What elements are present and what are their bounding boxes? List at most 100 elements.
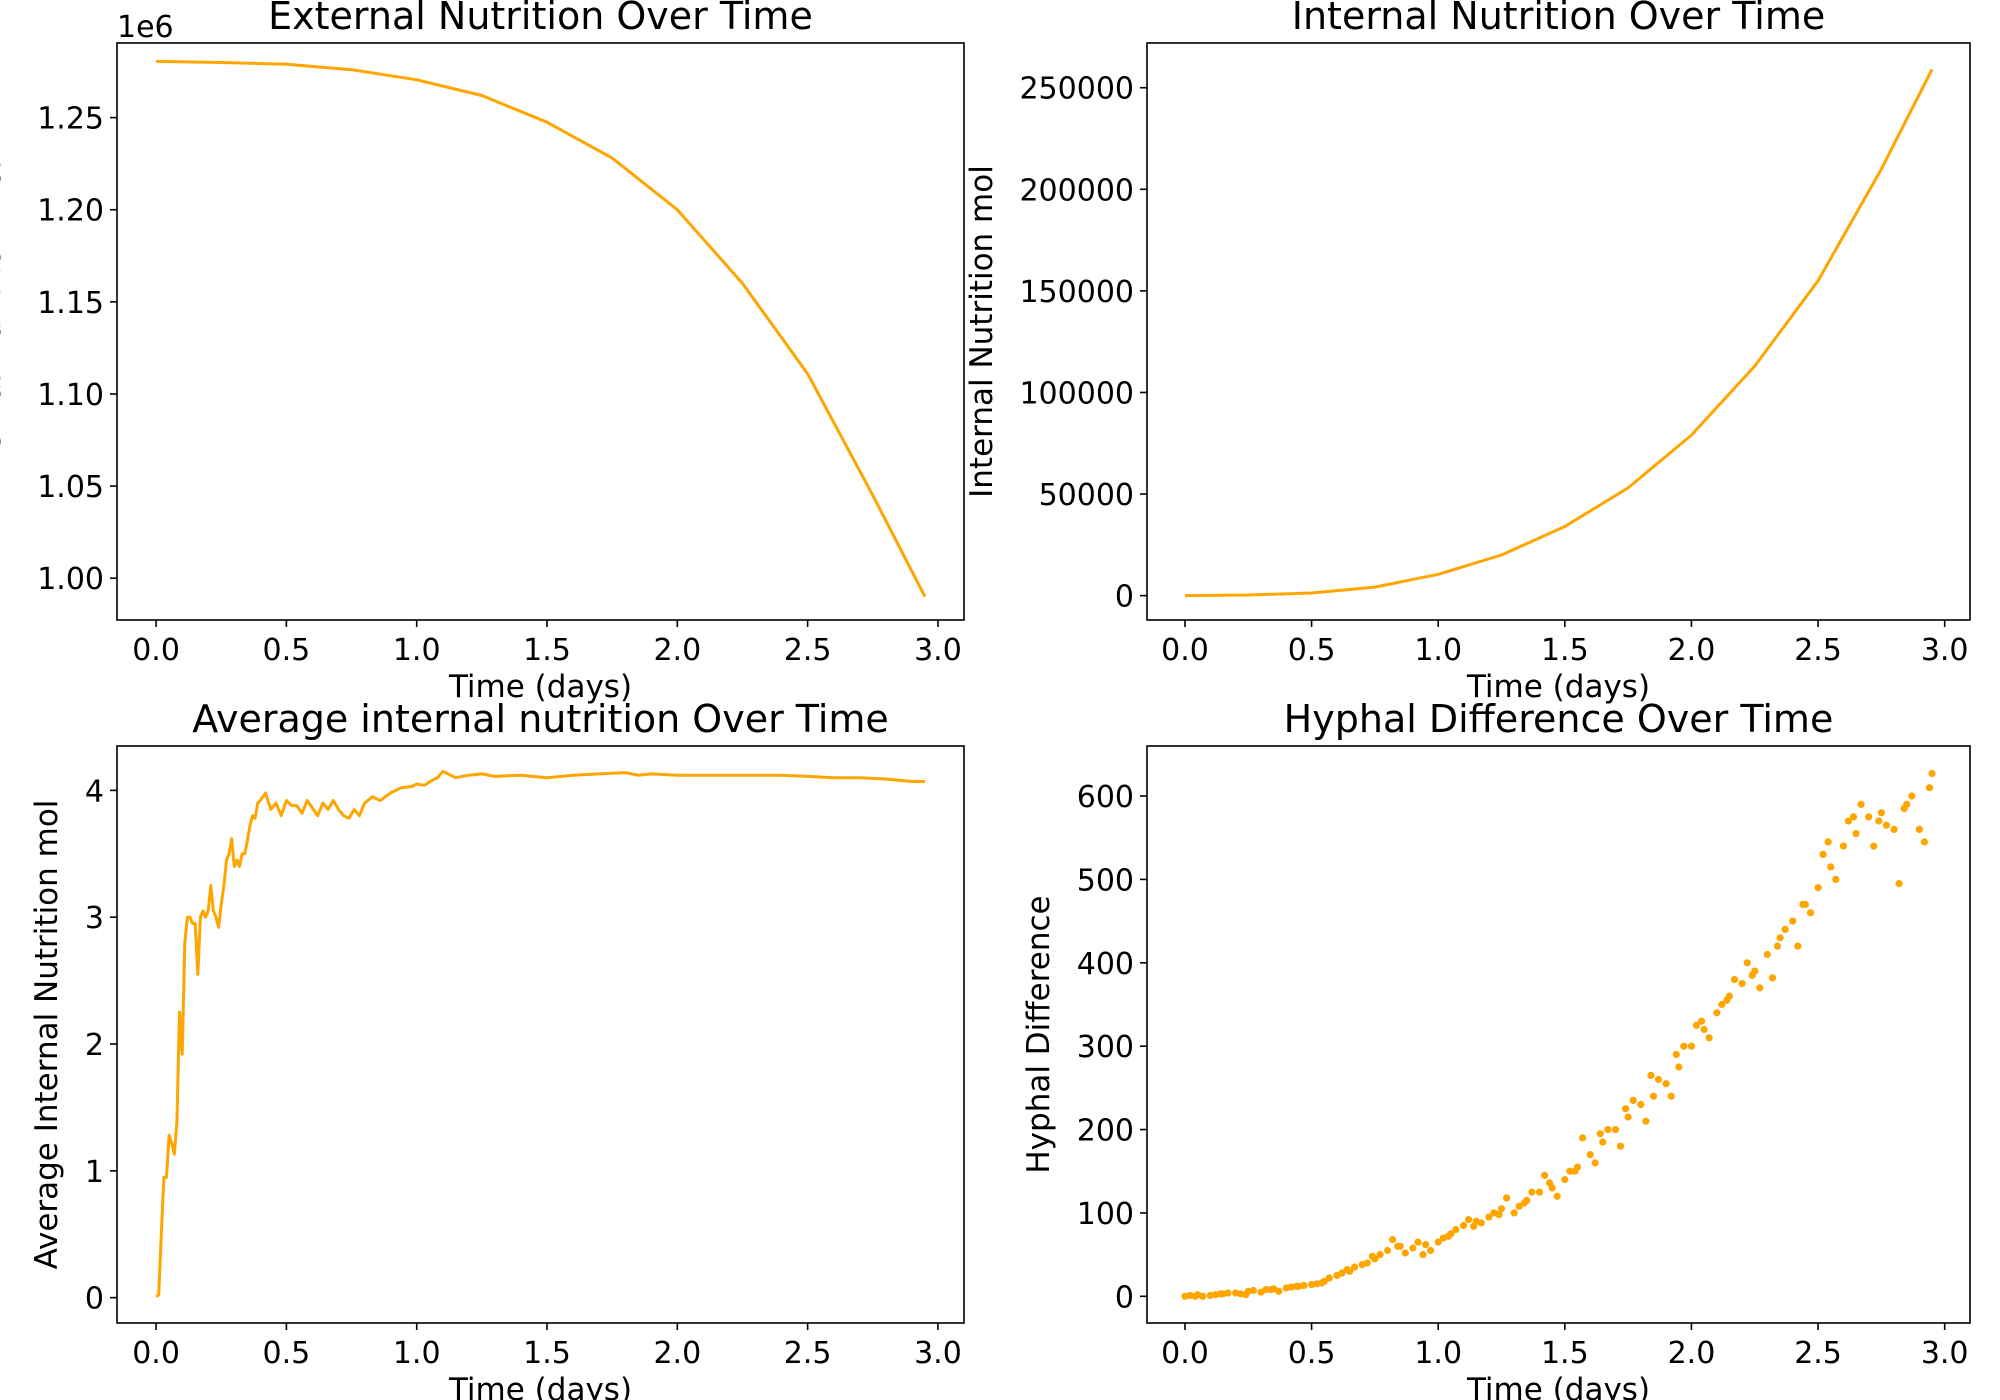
chart-panel-4: Hyphal Difference Over Time 0.0 0.5 1.0 1.5 2…: [1021, 697, 1971, 1400]
y-tick-label: 1: [85, 1155, 104, 1190]
chart-title: Internal Nutrition Over Time: [1292, 0, 1825, 38]
data-point: [1571, 1167, 1579, 1175]
data-point: [1738, 980, 1746, 988]
x-tick-label: 0.5: [1288, 1336, 1336, 1371]
y-axis-label: Average Internal Nutrition mol: [29, 800, 65, 1270]
x-tick-label: 0.0: [1161, 633, 1209, 668]
data-point: [1510, 1209, 1518, 1217]
data-point: [1351, 1263, 1359, 1271]
series-line: [156, 59, 927, 598]
x-tick-label: 1.0: [393, 633, 441, 668]
data-point: [1781, 925, 1789, 934]
data-point: [1389, 1236, 1397, 1244]
x-tick-label: 1.5: [523, 633, 571, 668]
x-tick-label: 2.0: [1668, 1336, 1716, 1371]
data-point: [1604, 1126, 1612, 1134]
axes-frame: [116, 42, 965, 621]
chart-title: External Nutrition Over Time: [268, 0, 813, 38]
x-tick-label: 2.0: [1668, 633, 1716, 668]
y-tick-label: 100: [1077, 1197, 1134, 1232]
data-point: [1763, 950, 1771, 959]
data-point: [1925, 784, 1934, 792]
y-tick-label: 600: [1077, 780, 1134, 815]
data-point: [1698, 1017, 1706, 1025]
y-tick-label: 3: [85, 901, 104, 936]
data-point: [1616, 1142, 1625, 1150]
data-point: [1485, 1213, 1493, 1221]
y-tick-label: 1.15: [37, 286, 104, 321]
data-point: [1713, 1009, 1721, 1017]
y-tick-label: 1.00: [37, 562, 104, 597]
data-point: [1844, 817, 1852, 825]
y-tick-label: 4: [85, 774, 104, 809]
data-point: [1546, 1179, 1554, 1187]
series-line: [1184, 68, 1934, 598]
x-tick-label: 1.5: [1541, 633, 1589, 668]
data-point: [1275, 1287, 1283, 1295]
x-axis-label: Time (days): [1466, 1372, 1650, 1400]
x-tick-label: 3.0: [914, 1336, 962, 1371]
y-tick-label: 1.20: [37, 194, 104, 229]
chart-title: Average internal nutrition Over Time: [192, 697, 889, 741]
data-point: [1877, 809, 1885, 817]
data-point: [1566, 1167, 1574, 1175]
data-point: [1814, 884, 1822, 892]
data-point: [1596, 1130, 1604, 1138]
chart-panel-1: External Nutrition Over Time 0.0 0.5 1.0 1.5…: [0, 0, 965, 705]
data-point: [1908, 792, 1916, 800]
x-tick-label: 1.0: [393, 1336, 441, 1371]
data-point: [1586, 1151, 1594, 1159]
data-point: [1465, 1216, 1473, 1224]
data-point: [1363, 1259, 1371, 1267]
data-point: [1642, 1117, 1650, 1125]
x-tick-label: 0.5: [263, 633, 311, 668]
x-axis-label: Time (days): [1466, 669, 1650, 705]
y-tick-label: 100000: [1019, 376, 1134, 411]
y-axis-label: External Nutrition mol: [0, 161, 8, 503]
data-point: [1723, 996, 1731, 1004]
data-point: [1300, 1281, 1308, 1290]
data-point: [1756, 984, 1764, 992]
data-point: [1422, 1241, 1430, 1249]
series-line: [155, 769, 925, 1298]
data-point: [1338, 1269, 1346, 1277]
x-tick-label: 2.5: [784, 633, 832, 668]
data-point: [1839, 842, 1847, 850]
x-tick-label: 2.5: [1794, 1336, 1842, 1371]
data-point: [1444, 1232, 1452, 1240]
x-tick-label: 0.0: [132, 633, 180, 668]
data-point: [1419, 1251, 1427, 1259]
data-point: [1857, 800, 1865, 809]
data-point: [1789, 917, 1797, 925]
data-point: [1718, 1000, 1726, 1009]
data-point: [1292, 1282, 1300, 1290]
data-point: [1649, 1092, 1658, 1100]
x-tick-label: 1.0: [1414, 1336, 1462, 1371]
data-point: [1819, 850, 1827, 859]
data-point: [1865, 813, 1873, 821]
data-point: [1216, 1290, 1224, 1298]
x-tick-label: 1.5: [523, 1336, 571, 1371]
data-point: [1806, 909, 1815, 917]
data-point: [1191, 1292, 1199, 1300]
data-point: [1376, 1251, 1384, 1259]
data-point: [1705, 1034, 1713, 1042]
data-point: [1414, 1238, 1422, 1246]
y-tick-label: 300: [1077, 1030, 1134, 1065]
data-point: [1579, 1134, 1587, 1142]
data-point: [1242, 1291, 1250, 1299]
data-point: [1827, 863, 1835, 871]
data-point: [1743, 959, 1751, 967]
data-point: [1773, 942, 1782, 950]
data-point: [1477, 1219, 1485, 1227]
data-point: [1882, 821, 1890, 829]
data-point: [1343, 1266, 1351, 1274]
y-tick-label: 250000: [1019, 72, 1134, 107]
x-tick-label: 0.0: [132, 1336, 180, 1371]
y-tick-label: 2: [85, 1028, 104, 1063]
x-tick-label: 2.0: [653, 633, 701, 668]
axes-frame: [116, 745, 965, 1324]
data-point: [1675, 1063, 1683, 1071]
x-tick-label: 0.5: [263, 1336, 311, 1371]
data-point: [1667, 1092, 1675, 1100]
